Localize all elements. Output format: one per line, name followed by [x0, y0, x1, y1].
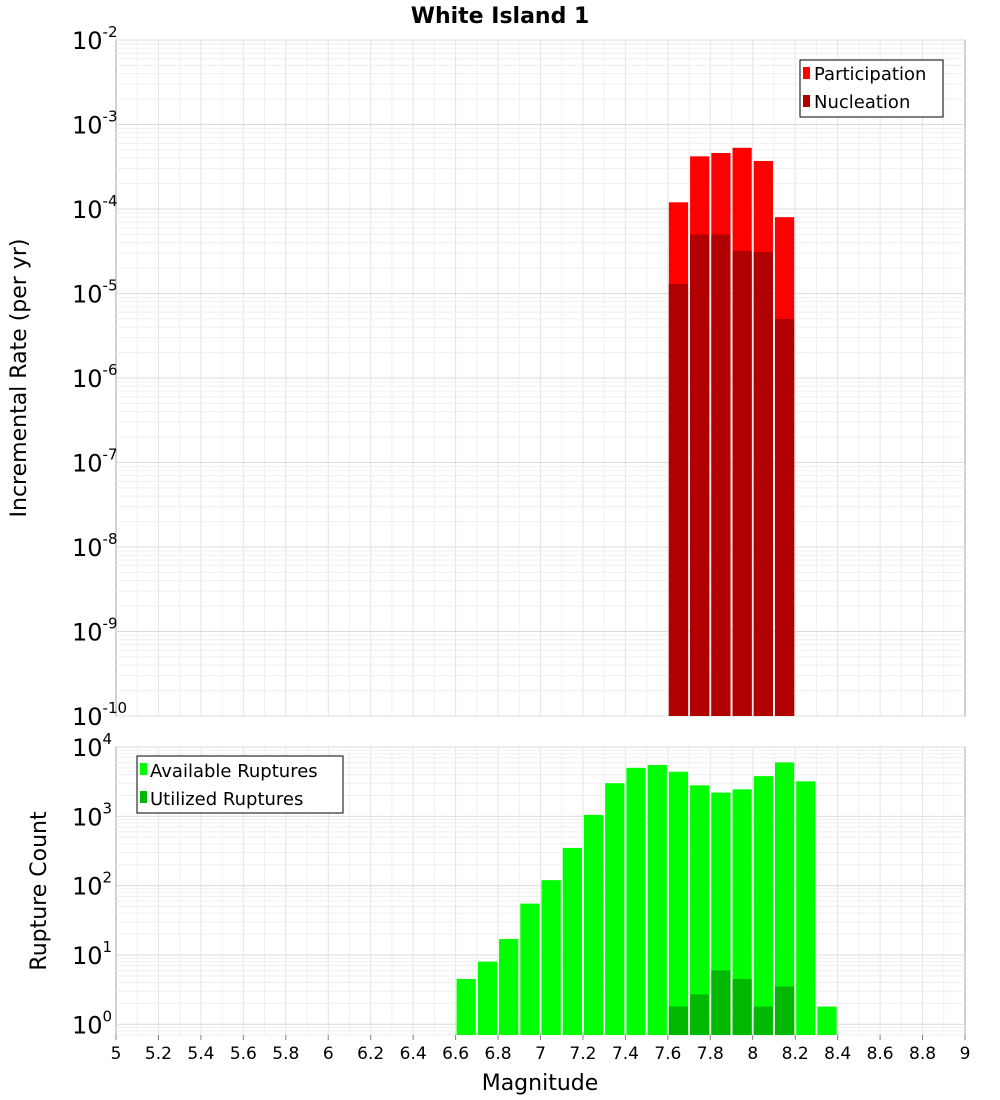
legend-swatch-nucleation: [803, 95, 810, 107]
top-y-tick-label: 10-4: [72, 192, 118, 224]
bottom-x-ticks: 5 5.2 5.4 5.6 5.8 6 6.2 6.4 6.6 6.8 7 7.2 7.4 7.6 7.8 8…: [111, 1035, 971, 1064]
x-tick-label: 7: [535, 1044, 546, 1064]
bottom-bar-available-ruptures: [583, 814, 604, 1035]
top-panel: 10-2 10-3 10-4 10-5 10-6 10-7 10-8 10-9 10-10 In…: [7, 23, 966, 731]
top-y-tick-label: 10-2: [72, 23, 118, 55]
bottom-y-tick-label: 101: [72, 938, 112, 970]
bottom-bar-available-ruptures: [605, 783, 625, 1035]
x-tick-label: 5.8: [272, 1044, 299, 1064]
bottom-y-tick-label: 102: [72, 869, 112, 901]
x-tick-label: 5: [111, 1044, 122, 1064]
bottom-bar-available-ruptures: [796, 781, 816, 1035]
bottom-bars: [456, 762, 837, 1035]
bottom-legend: Available Ruptures Utilized Ruptures: [136, 755, 344, 814]
x-tick-label: 5.4: [187, 1044, 214, 1064]
top-bar-nucleation: [774, 318, 795, 716]
bottom-bar-utilized-ruptures: [753, 1006, 773, 1035]
bottom-bar-available-ruptures: [647, 764, 667, 1035]
bottom-bar-utilized-ruptures: [732, 978, 752, 1035]
top-bar-nucleation: [732, 250, 752, 716]
bottom-bar-available-ruptures: [774, 762, 795, 1035]
bottom-bar-available-ruptures: [499, 938, 519, 1035]
x-axis-label: Magnitude: [482, 1071, 599, 1096]
x-tick-label: 6.4: [400, 1044, 427, 1064]
legend-label-available: Available Ruptures: [150, 761, 318, 782]
legend-label-nucleation: Nucleation: [814, 92, 910, 113]
x-tick-label: 7.8: [697, 1044, 724, 1064]
bottom-bar-utilized-ruptures: [668, 1006, 689, 1035]
bottom-bar-available-ruptures: [668, 771, 689, 1035]
x-tick-label: 7.6: [654, 1044, 681, 1064]
x-tick-label: 6.6: [442, 1044, 469, 1064]
bottom-y-axis-label: Rupture Count: [27, 811, 52, 971]
bottom-y-tick-label: 104: [72, 730, 112, 762]
top-y-tick-label: 10-6: [72, 361, 118, 393]
x-tick-label: 5.2: [145, 1044, 172, 1064]
top-legend-box: [799, 59, 944, 118]
bottom-bar-available-ruptures: [477, 961, 498, 1035]
bottom-y-tick-label: 100: [72, 1007, 112, 1039]
bottom-bar-available-ruptures: [690, 785, 710, 1035]
bottom-y-tick-label: 103: [72, 799, 112, 831]
legend-label-utilized: Utilized Ruptures: [150, 789, 303, 810]
bottom-bar-available-ruptures: [520, 903, 540, 1035]
x-tick-label: 8.8: [909, 1044, 936, 1064]
x-tick-label: 6.8: [485, 1044, 512, 1064]
top-y-tick-label: 10-9: [72, 615, 118, 647]
x-tick-label: 8.6: [867, 1044, 894, 1064]
bottom-bar-utilized-ruptures: [690, 994, 710, 1035]
top-y-tick-label: 10-7: [72, 446, 118, 478]
bottom-legend-box: [136, 755, 344, 814]
top-legend: Participation Nucleation: [799, 59, 944, 118]
x-tick-label: 7.2: [569, 1044, 596, 1064]
legend-swatch-available: [140, 763, 147, 775]
top-y-tick-label: 10-3: [72, 108, 118, 140]
bottom-bar-utilized-ruptures: [711, 970, 731, 1035]
legend-swatch-participation: [803, 67, 810, 79]
x-tick-label: 9: [960, 1044, 971, 1064]
bottom-bar-available-ruptures: [562, 847, 582, 1035]
top-y-tick-label: 10-8: [72, 530, 118, 562]
top-y-ticks: 10-2 10-3 10-4 10-5 10-6 10-7 10-8 10-9 10-10: [72, 23, 127, 731]
top-bar-nucleation: [690, 234, 710, 717]
bottom-bar-available-ruptures: [541, 880, 561, 1035]
top-bar-nucleation: [711, 234, 731, 717]
top-y-axis-label: Incremental Rate (per yr): [7, 239, 32, 518]
bottom-bar-available-ruptures: [626, 767, 646, 1035]
top-bar-nucleation: [753, 251, 773, 717]
top-y-tick-label: 10-10: [72, 699, 127, 731]
bottom-bar-utilized-ruptures: [774, 986, 795, 1035]
bottom-bar-available-ruptures: [456, 978, 476, 1035]
x-tick-label: 8.4: [824, 1044, 851, 1064]
legend-label-participation: Participation: [814, 64, 926, 85]
top-bar-nucleation: [668, 283, 689, 716]
bottom-y-ticks: 104 103 102 101 100: [72, 730, 112, 1039]
bottom-bar-available-ruptures: [732, 789, 752, 1035]
bottom-panel: 104 103 102 101 100 5 5.2 5.4 5.6 5.8 6 6.2 6.4 6.6 6…: [27, 730, 970, 1096]
top-grid: [116, 39, 965, 717]
x-tick-label: 5.6: [230, 1044, 257, 1064]
bottom-grid: [116, 746, 965, 1036]
x-tick-label: 7.4: [612, 1044, 639, 1064]
bottom-bar-available-ruptures: [753, 776, 773, 1035]
x-tick-label: 8.2: [782, 1044, 809, 1064]
chart-title: White Island 1: [411, 4, 590, 29]
legend-swatch-utilized: [140, 791, 147, 803]
x-tick-label: 6: [323, 1044, 334, 1064]
bottom-bar-available-ruptures: [817, 1006, 837, 1035]
top-y-tick-label: 10-5: [72, 277, 118, 309]
x-tick-label: 8: [747, 1044, 758, 1064]
x-tick-label: 6.2: [357, 1044, 384, 1064]
top-bars: [668, 147, 795, 717]
